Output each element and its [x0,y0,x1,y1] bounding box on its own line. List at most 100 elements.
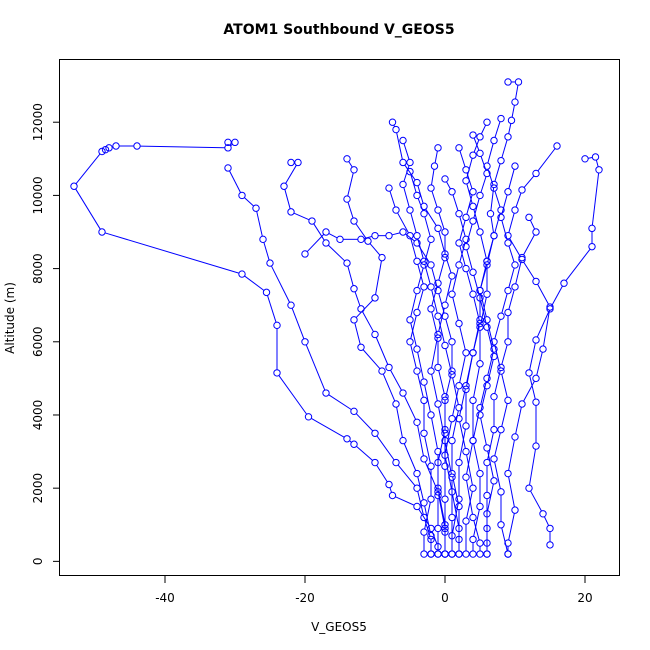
series-line-segment [75,188,101,230]
series-line-segment [508,289,515,310]
data-point [287,158,295,167]
series-line-segment [445,319,452,339]
data-point [343,259,351,267]
data-point [441,312,449,320]
data-point [385,184,393,192]
data-point [462,177,470,185]
series-line-segment [466,224,473,244]
series-line-segment [417,352,424,379]
data-point [434,458,442,467]
series-line-segment [425,208,437,226]
series-line-segment [466,271,473,292]
data-point [427,367,435,375]
data-point [553,142,561,150]
data-point [273,369,281,377]
series-line-segment [508,169,515,189]
data-point [532,374,540,383]
data-point [448,371,456,379]
data-point [420,550,428,558]
data-point [441,392,449,401]
data-point [434,144,442,152]
series-line-segment [438,213,445,230]
y-tick-label: 6000 [31,327,45,358]
series-line-segment [431,337,438,368]
series-line-segment [382,373,396,402]
series-line-segment [466,480,473,515]
data-point [371,294,379,302]
series-line-segment [523,261,535,279]
series-line-segment [452,268,459,292]
series-line-segment [396,132,403,160]
data-point [469,290,477,298]
data-point [546,524,554,533]
series-line-segment [551,285,563,307]
data-point [413,484,421,492]
data-point [511,506,519,514]
data-point [483,169,491,178]
series-line-segment [473,198,480,218]
series-line-segment [355,223,367,239]
series-line-segment [459,388,466,416]
data-point [413,502,421,511]
series-line-segment [445,374,452,398]
data-point [399,228,407,236]
data-point [224,164,232,172]
series-line-segment [473,209,480,229]
data-point [525,484,533,492]
series-line-segment [466,491,473,518]
data-point [420,378,428,386]
series-line-segment [369,243,381,256]
data-point [392,400,400,408]
y-tick-label: 4000 [31,400,45,431]
data-point [427,261,435,269]
data-point [504,231,512,240]
data-point [371,231,379,240]
series-line-segment [466,194,473,215]
data-point [483,118,491,126]
series-line-segment [438,319,445,343]
data-point [294,158,302,167]
data-point [224,138,232,147]
data-point [497,488,505,496]
data-point [476,469,484,478]
data-point [406,338,414,346]
data-point [448,338,456,346]
series-line-segment [501,344,508,365]
data-point [434,400,442,408]
data-point [262,288,271,297]
series-line-segment [487,359,494,383]
data-point [490,425,498,434]
series-line-segment [473,137,480,151]
series-line-segment [445,421,452,453]
data-point [476,360,484,368]
series-line-segment [417,425,424,456]
series-line-segment [508,267,515,288]
data-point [514,78,523,86]
series-line-segment [529,375,536,400]
data-point [476,323,484,331]
series-line-segment [487,451,494,478]
series-line-segment [452,388,459,416]
series-line-segment [355,413,374,432]
data-point [434,524,442,533]
series [343,155,435,558]
data-point [427,235,435,244]
series-line-segment [508,440,515,471]
series-line-segment [459,429,466,460]
series-line-segment [403,187,410,207]
data-point [392,206,400,214]
data-point [350,217,358,225]
series-line-segment [445,279,452,303]
data-point [476,228,484,236]
data-point [595,166,603,174]
series-line-segment [466,443,473,475]
x-tick-label: 0 [441,591,449,605]
series-line-segment [403,165,410,182]
series-line-segment [452,194,459,211]
data-point [476,133,484,141]
data-point [371,429,379,437]
data-point [532,277,540,286]
series-line-segment [515,192,522,208]
series-line-segment [487,352,494,376]
series-line-segment [389,487,392,493]
